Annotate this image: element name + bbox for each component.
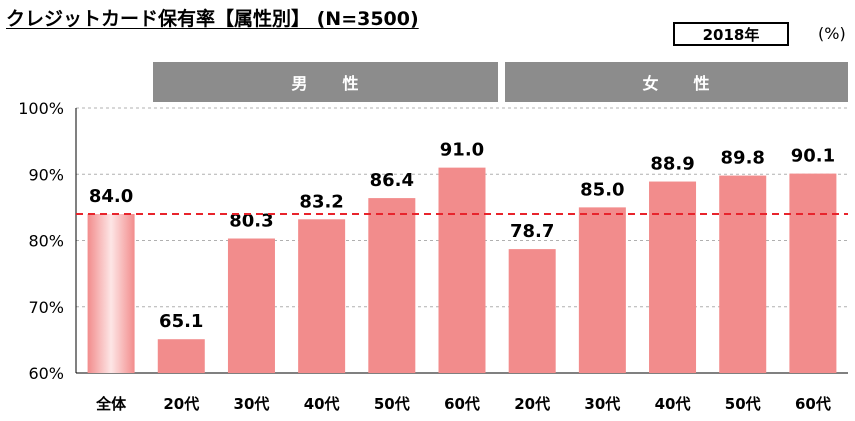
y-tick-label: 80% bbox=[28, 232, 64, 251]
bar-value-label: 85.0 bbox=[580, 179, 624, 200]
bar-value-label: 84.0 bbox=[89, 186, 133, 207]
bar-value-label: 80.3 bbox=[229, 211, 273, 232]
category-label: 50代 bbox=[725, 395, 761, 413]
bar bbox=[789, 173, 837, 373]
category-label: 20代 bbox=[514, 395, 550, 413]
bar-value-label: 90.1 bbox=[791, 146, 835, 167]
category-label: 30代 bbox=[584, 395, 620, 413]
chart-title: クレジットカード保有率【属性別】 (N=3500) bbox=[6, 8, 419, 30]
bar bbox=[87, 214, 135, 373]
bar-value-label: 65.1 bbox=[159, 311, 203, 332]
category-label: 40代 bbox=[655, 395, 691, 413]
bar bbox=[438, 167, 486, 373]
y-tick-label: 70% bbox=[28, 298, 64, 317]
category-label: 全体 bbox=[95, 395, 127, 413]
bar bbox=[227, 238, 275, 373]
unit-label: (%) bbox=[818, 24, 846, 43]
category-label: 60代 bbox=[444, 395, 480, 413]
bar-value-label: 78.7 bbox=[510, 221, 554, 242]
bar bbox=[157, 339, 205, 373]
group-header-male: 男 性 bbox=[153, 62, 498, 102]
category-label: 50代 bbox=[374, 395, 410, 413]
y-tick-label: 90% bbox=[28, 165, 64, 184]
category-label: 20代 bbox=[163, 395, 199, 413]
bar-value-label: 88.9 bbox=[650, 154, 694, 175]
y-tick-label: 100% bbox=[18, 99, 64, 118]
bar-value-label: 91.0 bbox=[440, 140, 484, 161]
category-label: 60代 bbox=[795, 395, 831, 413]
bar bbox=[578, 207, 626, 373]
group-header-female: 女 性 bbox=[505, 62, 848, 102]
bar-value-label: 86.4 bbox=[370, 170, 414, 191]
bar bbox=[368, 198, 416, 373]
category-label: 40代 bbox=[304, 395, 340, 413]
bar bbox=[298, 219, 346, 373]
category-label: 30代 bbox=[234, 395, 270, 413]
year-badge: 2018年 bbox=[673, 22, 789, 46]
bar bbox=[508, 249, 556, 373]
y-tick-label: 60% bbox=[28, 364, 64, 383]
bar bbox=[719, 175, 767, 373]
bar-value-label: 83.2 bbox=[299, 191, 343, 212]
bar-value-label: 89.8 bbox=[721, 148, 765, 169]
bar bbox=[649, 181, 697, 373]
